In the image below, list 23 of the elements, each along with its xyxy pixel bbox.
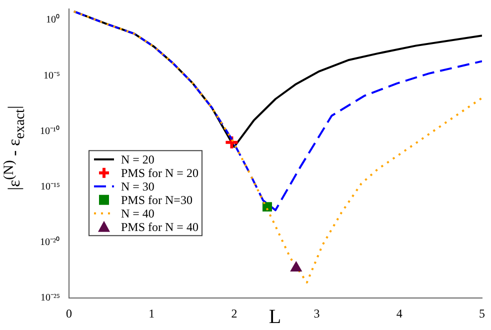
y-tick-label: 10⁻¹⁰ xyxy=(40,124,60,137)
x-axis-title: L xyxy=(268,306,282,328)
legend-label: N = 20 xyxy=(121,152,154,167)
x-tick-label: 2 xyxy=(231,306,238,320)
x-tick-label: 0 xyxy=(66,306,72,320)
y-tick-label: 10⁻⁵ xyxy=(44,70,60,82)
x-tick-label: 4 xyxy=(396,306,402,320)
line-series xyxy=(72,10,482,284)
point xyxy=(290,262,302,272)
y-tick-label: 10⁻²⁰ xyxy=(40,236,60,248)
legend-label: N = 40 xyxy=(121,206,154,221)
y-tick-label: 10⁰ xyxy=(46,14,60,26)
x-tick-label: 5 xyxy=(479,306,485,320)
line-series xyxy=(72,10,482,212)
legend-label: PMS for N = 20 xyxy=(121,166,198,180)
legend-label: N = 30 xyxy=(121,180,154,194)
legend-label: PMS for N = 40 xyxy=(121,220,198,234)
point xyxy=(262,202,272,212)
y-tick-label: 10⁻²⁵ xyxy=(40,292,60,304)
legend-label: PMS for N=30 xyxy=(121,193,192,208)
x-tick-label: 1 xyxy=(148,306,155,320)
x-tick-label: 3 xyxy=(314,306,320,320)
y-tick-label: 10⁻¹⁵ xyxy=(40,181,60,192)
